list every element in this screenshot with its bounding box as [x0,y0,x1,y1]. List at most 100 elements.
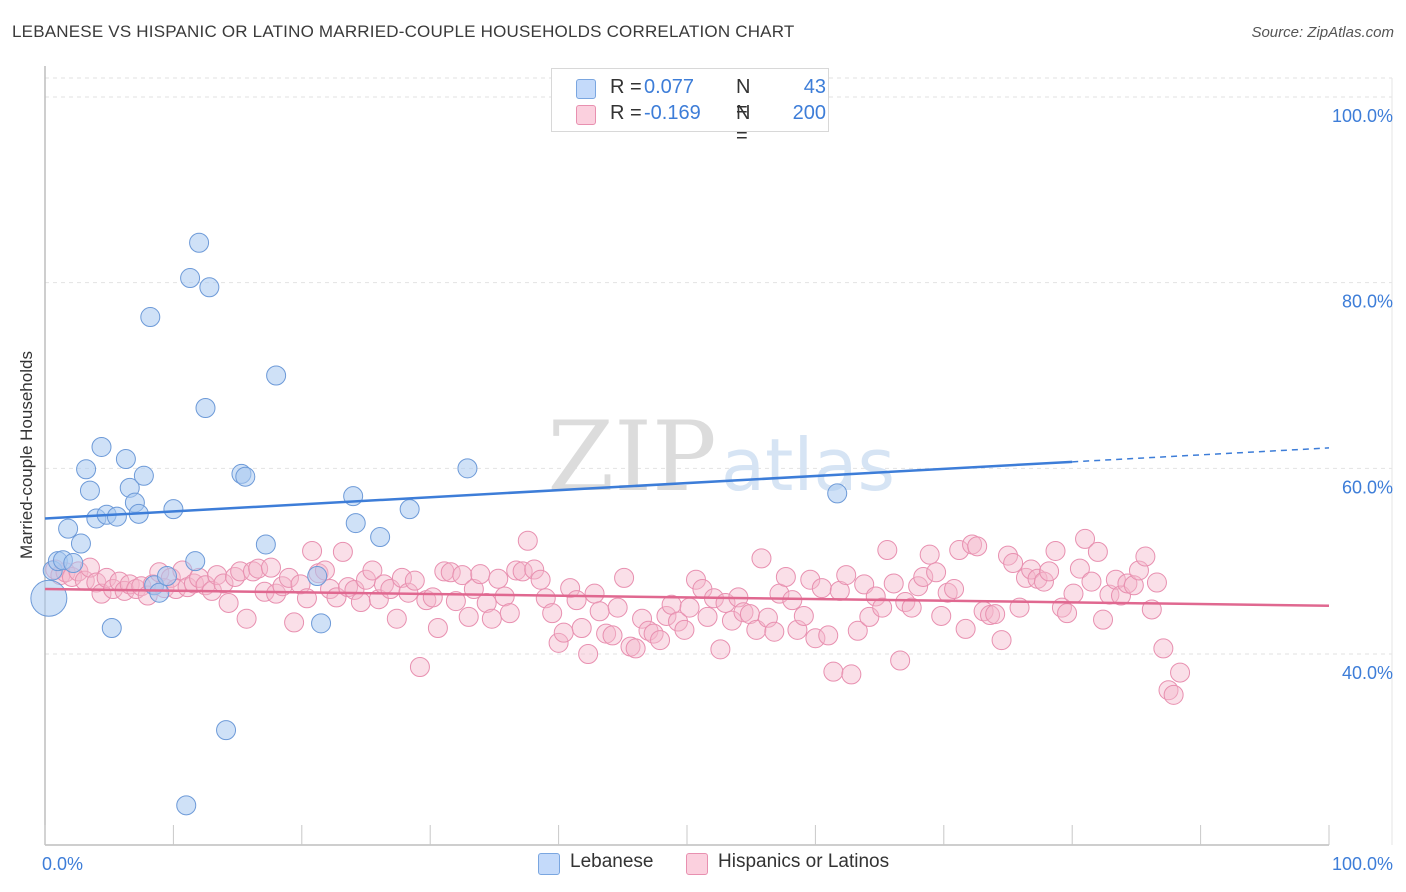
point-hispanics [571,618,592,639]
legend-r-label: R = [610,102,642,124]
point-hispanics [302,540,323,561]
point-hispanics [524,559,545,580]
point-hispanics [499,603,520,624]
point-hispanics [650,630,671,651]
point-hispanics [895,592,916,613]
point-hispanics [865,586,886,607]
x-tick-label-min: 0.0% [42,854,83,874]
point-hispanics [908,576,929,597]
y-tick-label: 60.0% [1342,477,1393,497]
point-lebanese [311,613,332,634]
point-lebanese [91,436,112,457]
point-lebanese [266,365,287,386]
point-hispanics [560,578,581,599]
legend-swatch-lebanese [538,853,560,875]
point-hispanics [919,544,940,565]
point-hispanics [782,590,803,611]
point-hispanics [674,619,695,640]
point-hispanics [1135,546,1156,567]
point-lebanese [176,795,197,816]
point-hispanics [481,608,502,629]
point-lebanese [58,518,79,539]
point-hispanics [350,592,371,613]
point-hispanics [488,568,509,589]
point-hispanics [207,565,228,586]
point-hispanics [566,590,587,611]
point-lebanese [156,566,177,587]
legend-r-value: 0.077 [644,76,695,98]
point-hispanics [1087,541,1108,562]
point-lebanese [185,551,206,572]
point-hispanics [818,625,839,646]
point-lebanese [140,307,161,328]
point-hispanics [841,664,862,685]
point-lebanese [399,499,420,520]
point-hispanics [991,630,1012,651]
point-hispanics [284,612,305,633]
point-hispanics [362,560,383,581]
point-lebanese [101,618,122,639]
series-lebanese-points [30,232,848,816]
point-hispanics [607,597,628,618]
x-tick-label-max: 100.0% [1332,854,1393,874]
legend-label-lebanese: Lebanese [570,851,654,872]
point-hispanics [1033,571,1054,592]
watermark-zip: ZIP [547,401,716,513]
point-lebanese [199,277,220,298]
point-hispanics [805,628,826,649]
point-hispanics [1081,571,1102,592]
point-hispanics [823,661,844,682]
point-lebanese [457,458,478,479]
point-hispanics [913,566,934,587]
point-hispanics [1093,609,1114,630]
point-hispanics [775,566,796,587]
trend-line-lebanese [44,460,1073,520]
tick-labels: 40.0% 60.0% 80.0% 100.0% 0.0% 100.0% [42,106,1393,874]
point-hispanics [535,588,556,609]
point-lebanese [79,480,100,501]
point-hispanics [409,656,430,677]
grid-lines [45,77,1393,845]
axes [44,66,1330,846]
point-hispanics [1057,603,1078,624]
point-hispanics [458,606,479,627]
point-hispanics [1163,684,1184,705]
legend-swatch-hispanics [576,105,596,125]
point-lebanese [216,720,237,741]
point-hispanics [602,625,623,646]
point-hispanics [955,618,976,639]
legend-n-value: 200 [792,102,826,124]
point-hispanics [542,603,563,624]
point-hispanics [445,591,466,612]
point-hispanics [1063,583,1084,604]
legend-swatch-hispanics [686,853,708,875]
point-hispanics [1153,638,1174,659]
point-hispanics [836,565,857,586]
point-lebanese [76,459,97,480]
point-lebanese [195,397,216,418]
point-hispanics [422,587,443,608]
point-hispanics [1170,662,1191,683]
point-lebanese [106,506,127,527]
point-hispanics [440,562,461,583]
point-hispanics [1039,561,1060,582]
point-hispanics [721,610,742,631]
legend-label-hispanics: Hispanics or Latinos [718,851,890,872]
chart-title: LEBANESE VS HISPANIC OR LATINO MARRIED-C… [12,22,795,41]
point-hispanics [470,564,491,585]
point-hispanics [1069,558,1090,579]
correlation-legend: R = 0.077 N = 43 R = -0.169 N = 200 [551,68,829,147]
series-hispanics-points [45,528,1191,705]
point-hispanics [506,560,527,581]
point-lebanese [133,465,154,486]
point-hispanics [967,536,988,557]
point-hispanics [931,605,952,626]
point-hispanics [452,565,473,586]
point-hispanics [926,562,947,583]
point-lebanese [63,553,84,574]
point-lebanese [30,579,68,617]
point-hispanics [668,611,689,632]
point-lebanese [235,466,256,487]
point-hispanics [218,592,239,613]
legend-n-label: N = [736,102,751,147]
